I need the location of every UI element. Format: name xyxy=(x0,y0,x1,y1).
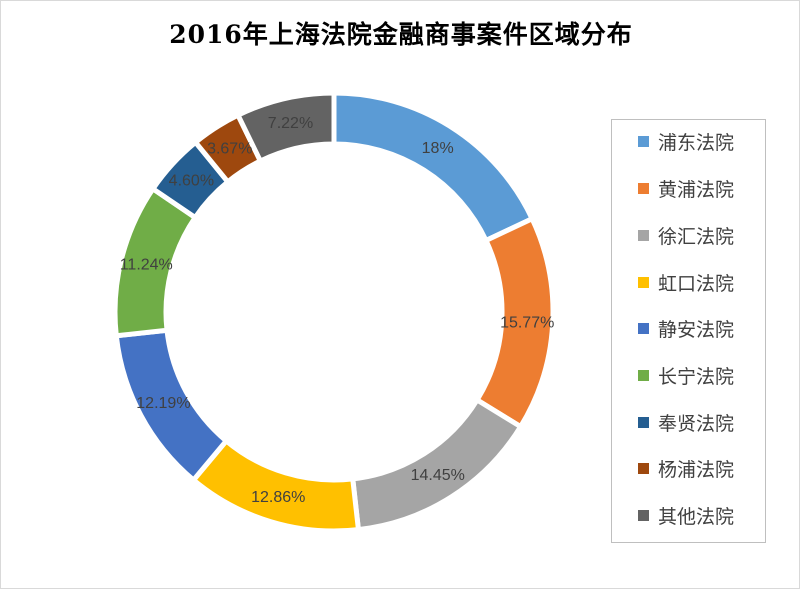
legend-item-huangpu: 黄浦法院 xyxy=(612,173,734,203)
slice-pudong xyxy=(331,90,536,244)
legend-item-changning: 长宁法院 xyxy=(612,360,734,390)
legend-marker xyxy=(638,322,649,334)
legend-label: 浦东法院 xyxy=(658,131,735,154)
legend-marker xyxy=(638,182,649,194)
data-label-other: 7.22% xyxy=(268,115,313,132)
legend-label: 奉贤法院 xyxy=(658,412,735,435)
legend-marker xyxy=(638,509,649,521)
legend-marker xyxy=(638,276,649,288)
slice-hongkou xyxy=(190,437,362,534)
chart-legend: 浦东法院 黄浦法院 徐汇法院 虹口法院 静安法院 长宁法院 奉贤法院 杨浦法院 xyxy=(611,119,766,543)
data-label-changning: 11.24% xyxy=(120,257,173,274)
legend-marker xyxy=(638,135,649,147)
legend-label: 黄浦法院 xyxy=(658,178,735,201)
legend-label: 长宁法院 xyxy=(658,365,735,388)
legend-marker xyxy=(638,416,649,428)
legend-label: 其他法院 xyxy=(658,505,735,528)
data-label-yangpu: 3.67% xyxy=(207,140,252,157)
legend-item-yangpu: 杨浦法院 xyxy=(612,453,734,483)
legend-label: 杨浦法院 xyxy=(658,458,735,481)
legend-marker xyxy=(638,462,649,474)
data-label-fengxian: 4.60% xyxy=(169,173,214,190)
legend-marker xyxy=(638,369,649,381)
chart-title: 2016年上海法院金融商事案件区域分布 xyxy=(169,20,633,49)
data-label-hongkou: 12.86% xyxy=(251,489,305,506)
legend-label: 静安法院 xyxy=(658,318,735,341)
legend-item-pudong: 浦东法院 xyxy=(612,126,734,156)
legend-label: 虹口法院 xyxy=(658,272,735,295)
slice-xuhui xyxy=(349,396,525,533)
legend-item-other: 其他法院 xyxy=(612,500,734,530)
legend-item-hongkou: 虹口法院 xyxy=(612,267,734,297)
legend-item-fengxian: 奉贤法院 xyxy=(612,407,734,437)
legend-marker xyxy=(638,229,649,241)
legend-label: 徐汇法院 xyxy=(658,225,735,248)
data-label-huangpu: 15.77% xyxy=(500,314,554,331)
legend-item-xuhui: 徐汇法院 xyxy=(612,220,734,250)
slice-other xyxy=(234,90,337,165)
data-label-jingan: 12.19% xyxy=(136,395,190,412)
legend-item-jingan: 静安法院 xyxy=(612,313,734,343)
data-label-pudong: 18% xyxy=(422,140,454,157)
data-label-xuhui: 14.45% xyxy=(411,467,465,484)
